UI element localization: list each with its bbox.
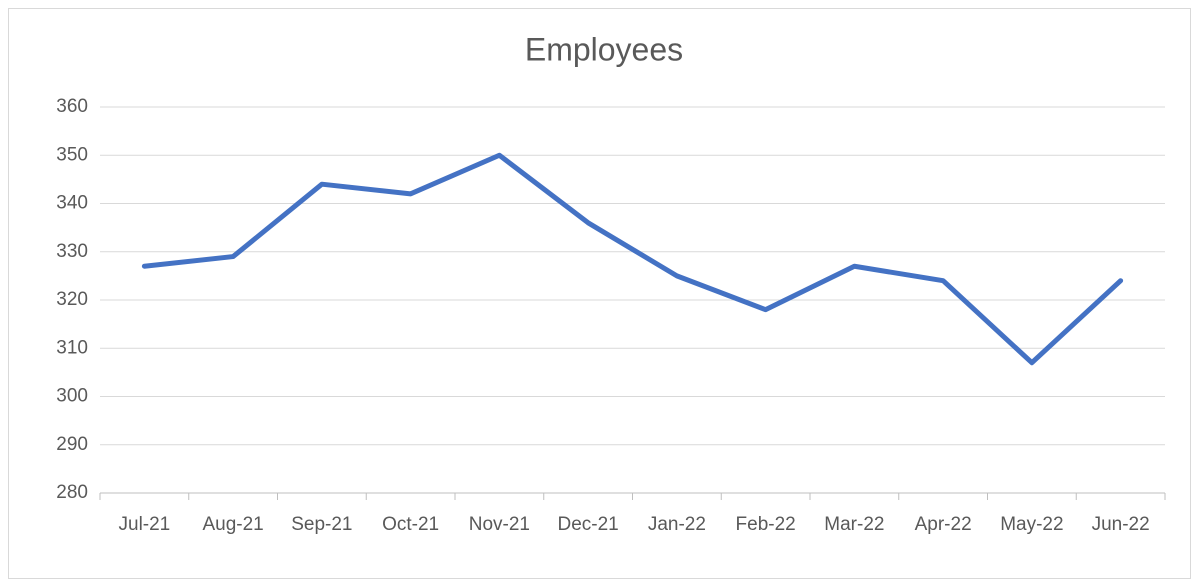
y-tick-label: 310	[56, 337, 88, 358]
line-series	[141, 152, 1124, 366]
x-tick-label: Feb-22	[736, 514, 796, 535]
x-tick-label: Aug-21	[202, 514, 263, 535]
y-tick-label: 280	[56, 482, 88, 503]
y-tick-label: 290	[56, 434, 88, 455]
x-tick-label: Jul-21	[119, 514, 171, 535]
x-tick-label: Dec-21	[558, 514, 619, 535]
chart-frame	[8, 8, 1191, 579]
chart-title: Employees	[525, 31, 683, 67]
y-tick-label: 300	[56, 386, 88, 407]
x-tick-label: Nov-21	[469, 514, 530, 535]
x-tick-label: Oct-21	[382, 514, 439, 535]
y-tick-label: 320	[56, 289, 88, 310]
y-tick-label: 360	[56, 96, 88, 117]
x-tick-label: Sep-21	[291, 514, 352, 535]
y-tick-label: 350	[56, 144, 88, 165]
x-tick-label: Jun-22	[1092, 514, 1150, 535]
x-tick-label: Mar-22	[824, 514, 884, 535]
x-tick-label: Apr-22	[915, 514, 972, 535]
x-tick-label: May-22	[1000, 514, 1063, 535]
y-tick-label: 330	[56, 241, 88, 262]
y-tick-label: 340	[56, 193, 88, 214]
x-tick-label: Jan-22	[648, 514, 706, 535]
